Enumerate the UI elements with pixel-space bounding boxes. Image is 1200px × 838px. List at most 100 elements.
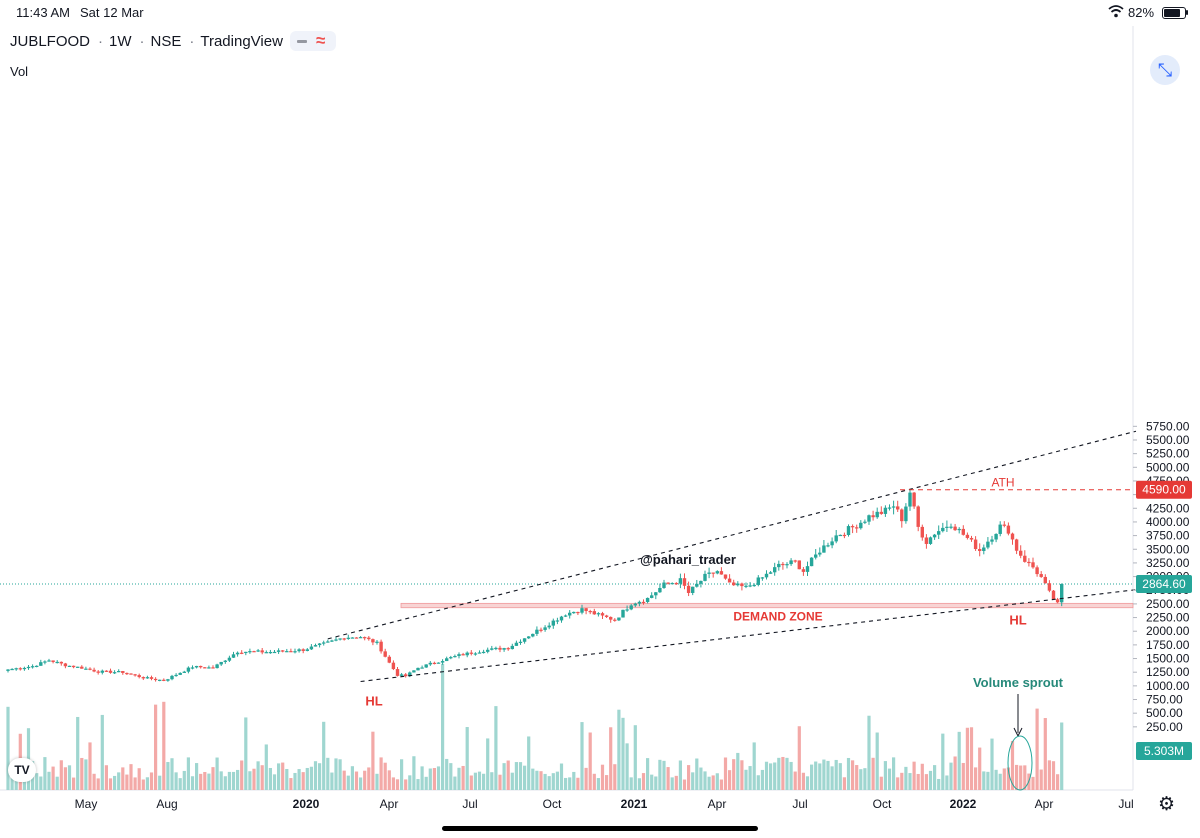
candle-body xyxy=(600,613,605,616)
interval-label[interactable]: 1W xyxy=(109,33,132,50)
candle-body xyxy=(969,537,974,540)
candle-body xyxy=(432,662,437,665)
volume-bar xyxy=(252,768,256,790)
candle-body xyxy=(350,637,355,639)
volume-bar xyxy=(822,759,826,790)
volume-bar xyxy=(887,768,892,790)
demand-zone-label: DEMAND ZONE xyxy=(733,610,822,624)
candle-body xyxy=(941,527,945,532)
candle-body xyxy=(961,528,965,535)
candle-body xyxy=(223,660,227,662)
volume-bar xyxy=(387,770,391,790)
candle-body xyxy=(399,674,404,676)
candle-body xyxy=(342,638,346,640)
candle-body xyxy=(592,611,596,615)
volume-bar xyxy=(801,772,805,790)
candle-body xyxy=(773,567,777,573)
x-tick-label: May xyxy=(75,797,98,811)
volume-bar xyxy=(338,759,342,790)
volume-bar xyxy=(72,777,76,790)
volume-bar xyxy=(215,757,219,790)
candle-body xyxy=(219,661,223,665)
candle-body xyxy=(822,545,826,553)
volume-bar xyxy=(974,767,978,790)
candle-body xyxy=(47,660,51,662)
candle-body xyxy=(965,534,970,538)
candle-body xyxy=(535,629,539,634)
lower-trendline xyxy=(360,589,1137,683)
volume-bar xyxy=(605,775,609,790)
candle-body xyxy=(814,554,818,558)
volume-legend[interactable]: Vol xyxy=(10,64,29,79)
volume-bar xyxy=(363,770,367,790)
candle-body xyxy=(711,572,715,574)
candle-body xyxy=(317,643,322,646)
last-volume-badge xyxy=(1136,742,1192,760)
volume-bar xyxy=(449,763,453,790)
volume-bar xyxy=(297,769,301,790)
y-tick-label: 3750.00 xyxy=(1146,529,1190,543)
candle-body xyxy=(1060,583,1064,603)
candle-body xyxy=(338,638,342,640)
candle-body xyxy=(453,655,457,658)
volume-bar xyxy=(502,763,506,790)
volume-bar xyxy=(145,777,149,790)
volume-bar xyxy=(879,776,883,790)
candle-body xyxy=(859,522,863,529)
candle-body xyxy=(932,534,937,538)
wave-icon[interactable]: ≈ xyxy=(316,31,326,50)
volume-bar xyxy=(826,760,830,790)
volume-bar xyxy=(59,760,63,790)
x-tick-label: Oct xyxy=(543,797,562,811)
volume-bar xyxy=(1006,767,1010,790)
volume-bar xyxy=(1039,769,1043,790)
candle-body xyxy=(215,664,219,669)
volume-bar xyxy=(986,771,990,790)
candle-body xyxy=(871,515,875,518)
candle-body xyxy=(1010,533,1015,540)
gear-icon[interactable]: ⚙ xyxy=(1158,794,1176,815)
volume-bar xyxy=(244,717,248,790)
candle-body xyxy=(883,507,888,514)
volume-bar xyxy=(506,760,510,790)
candle-body xyxy=(777,563,781,568)
volume-bar xyxy=(883,761,887,790)
y-tick-label: 750.00 xyxy=(1146,693,1183,707)
volume-bar xyxy=(699,767,703,790)
last-volume-label: 5.303M xyxy=(1144,744,1184,758)
candle-body xyxy=(756,577,760,585)
candle-body xyxy=(334,639,338,641)
candle-body xyxy=(908,492,912,507)
volume-bar xyxy=(789,761,793,790)
candle-body xyxy=(613,619,617,621)
candle-body xyxy=(59,661,63,664)
volume-bar xyxy=(978,747,982,790)
volume-bar xyxy=(428,768,432,790)
volume-bar xyxy=(510,772,514,790)
volume-bar xyxy=(494,706,498,790)
symbol-name[interactable]: JUBLFOOD xyxy=(10,33,91,50)
volume-bar xyxy=(654,776,658,790)
collapse-arrows-icon[interactable]: ⤡ xyxy=(1150,55,1180,85)
chart-legend[interactable]: JUBLFOOD · 1W · NSE · TradingView xyxy=(10,33,283,50)
candle-body xyxy=(424,664,428,668)
candle-body xyxy=(748,585,752,587)
candle-body xyxy=(297,649,301,652)
legend-toggles[interactable]: ≈ xyxy=(290,31,336,51)
tradingview-logo-icon[interactable]: TV xyxy=(8,758,36,782)
last-price-badge xyxy=(1136,574,1192,593)
volume-bar xyxy=(851,760,855,790)
battery-fill xyxy=(1164,9,1181,17)
candle-body xyxy=(727,578,732,583)
home-indicator[interactable] xyxy=(442,826,758,831)
candle-body xyxy=(768,572,773,574)
candle-body xyxy=(633,603,637,606)
volume-bar xyxy=(498,774,502,790)
volume-bar xyxy=(892,757,896,790)
candle-body xyxy=(84,668,88,670)
candle-body xyxy=(182,671,186,673)
volume-bar xyxy=(96,778,100,790)
minus-icon[interactable] xyxy=(297,40,307,43)
volume-bar xyxy=(391,777,395,790)
